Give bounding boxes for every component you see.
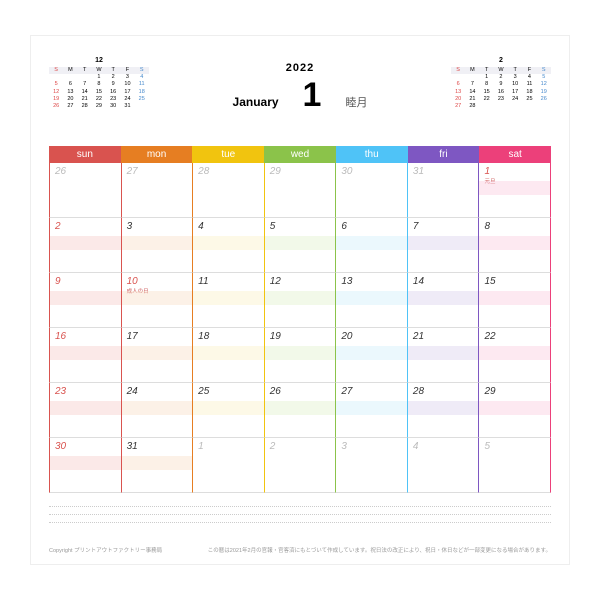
day-cell: 24 (122, 383, 194, 438)
day-cell: 1 (193, 438, 265, 493)
month-english: January (233, 95, 279, 109)
week-row: 16171819202122 (49, 328, 551, 383)
day-cell: 10成人の日 (122, 273, 194, 328)
day-cell: 9 (49, 273, 122, 328)
dow-thu: thu (336, 146, 408, 163)
day-cell: 4 (193, 218, 265, 273)
day-cell: 29 (265, 163, 337, 218)
day-cell: 28 (193, 163, 265, 218)
day-cell: 5 (265, 218, 337, 273)
day-cell: 2 (265, 438, 337, 493)
day-cell: 18 (193, 328, 265, 383)
copyright: Copyright プリントアウトファクトリー事務局 (49, 546, 162, 554)
dow-sun: sun (49, 146, 121, 163)
dow-wed: wed (264, 146, 336, 163)
week-row: 2345678 (49, 218, 551, 273)
day-cell: 30 (336, 163, 408, 218)
mini-next: 2SMTWTFS12345678910111213141516171819202… (451, 56, 551, 110)
dow-mon: mon (121, 146, 193, 163)
calendar-grid: 2627282930311元旦2345678910成人の日11121314151… (49, 163, 551, 493)
day-cell: 30 (49, 438, 122, 493)
day-cell: 21 (408, 328, 480, 383)
footer: Copyright プリントアウトファクトリー事務局 この暦は2021年2月の官… (49, 546, 551, 554)
day-cell: 20 (336, 328, 408, 383)
day-cell: 12 (265, 273, 337, 328)
week-row: 303112345 (49, 438, 551, 493)
day-cell: 8 (479, 218, 551, 273)
footer-note: この暦は2021年2月の官報・官客済にもとづいて作成しています。祝日法の改正によ… (208, 546, 551, 554)
dow-sat: sat (479, 146, 551, 163)
day-cell: 23 (49, 383, 122, 438)
day-cell: 7 (408, 218, 480, 273)
day-cell: 22 (479, 328, 551, 383)
day-cell: 1元旦 (479, 163, 551, 218)
dow-tue: tue (192, 146, 264, 163)
day-cell: 28 (408, 383, 480, 438)
dow-fri: fri (408, 146, 480, 163)
day-cell: 26 (265, 383, 337, 438)
calendar-page: 1 2SMTWTFS1234567891011121314151617181920… (30, 35, 570, 565)
day-cell: 26 (49, 163, 122, 218)
day-cell: 4 (408, 438, 480, 493)
day-cell: 17 (122, 328, 194, 383)
day-cell: 11 (193, 273, 265, 328)
header: 1 2SMTWTFS1234567891011121314151617181920… (49, 56, 551, 134)
day-cell: 31 (122, 438, 194, 493)
day-cell: 15 (479, 273, 551, 328)
year: 2022 (149, 62, 451, 74)
month-number: 1 (303, 76, 322, 115)
day-cell: 3 (336, 438, 408, 493)
day-cell: 27 (336, 383, 408, 438)
day-cell: 2 (49, 218, 122, 273)
week-row: 23242526272829 (49, 383, 551, 438)
month-japanese: 睦月 (345, 94, 367, 110)
week-row: 910成人の日1112131415 (49, 273, 551, 328)
day-cell: 14 (408, 273, 480, 328)
day-cell: 13 (336, 273, 408, 328)
week-row: 2627282930311元旦 (49, 163, 551, 218)
day-cell: 27 (122, 163, 194, 218)
day-cell: 19 (265, 328, 337, 383)
mini-prev: 12SMTWTFS1234567891011121314151617181920… (49, 56, 149, 110)
day-cell: 16 (49, 328, 122, 383)
day-cell: 6 (336, 218, 408, 273)
day-cell: 25 (193, 383, 265, 438)
day-cell: 3 (122, 218, 194, 273)
day-of-week-header: sunmontuewedthufrisat (49, 146, 551, 163)
title-block: 2022 January 1 睦月 (149, 56, 451, 115)
note-lines (49, 499, 551, 523)
day-cell: 29 (479, 383, 551, 438)
day-cell: 5 (479, 438, 551, 493)
day-cell: 31 (408, 163, 480, 218)
